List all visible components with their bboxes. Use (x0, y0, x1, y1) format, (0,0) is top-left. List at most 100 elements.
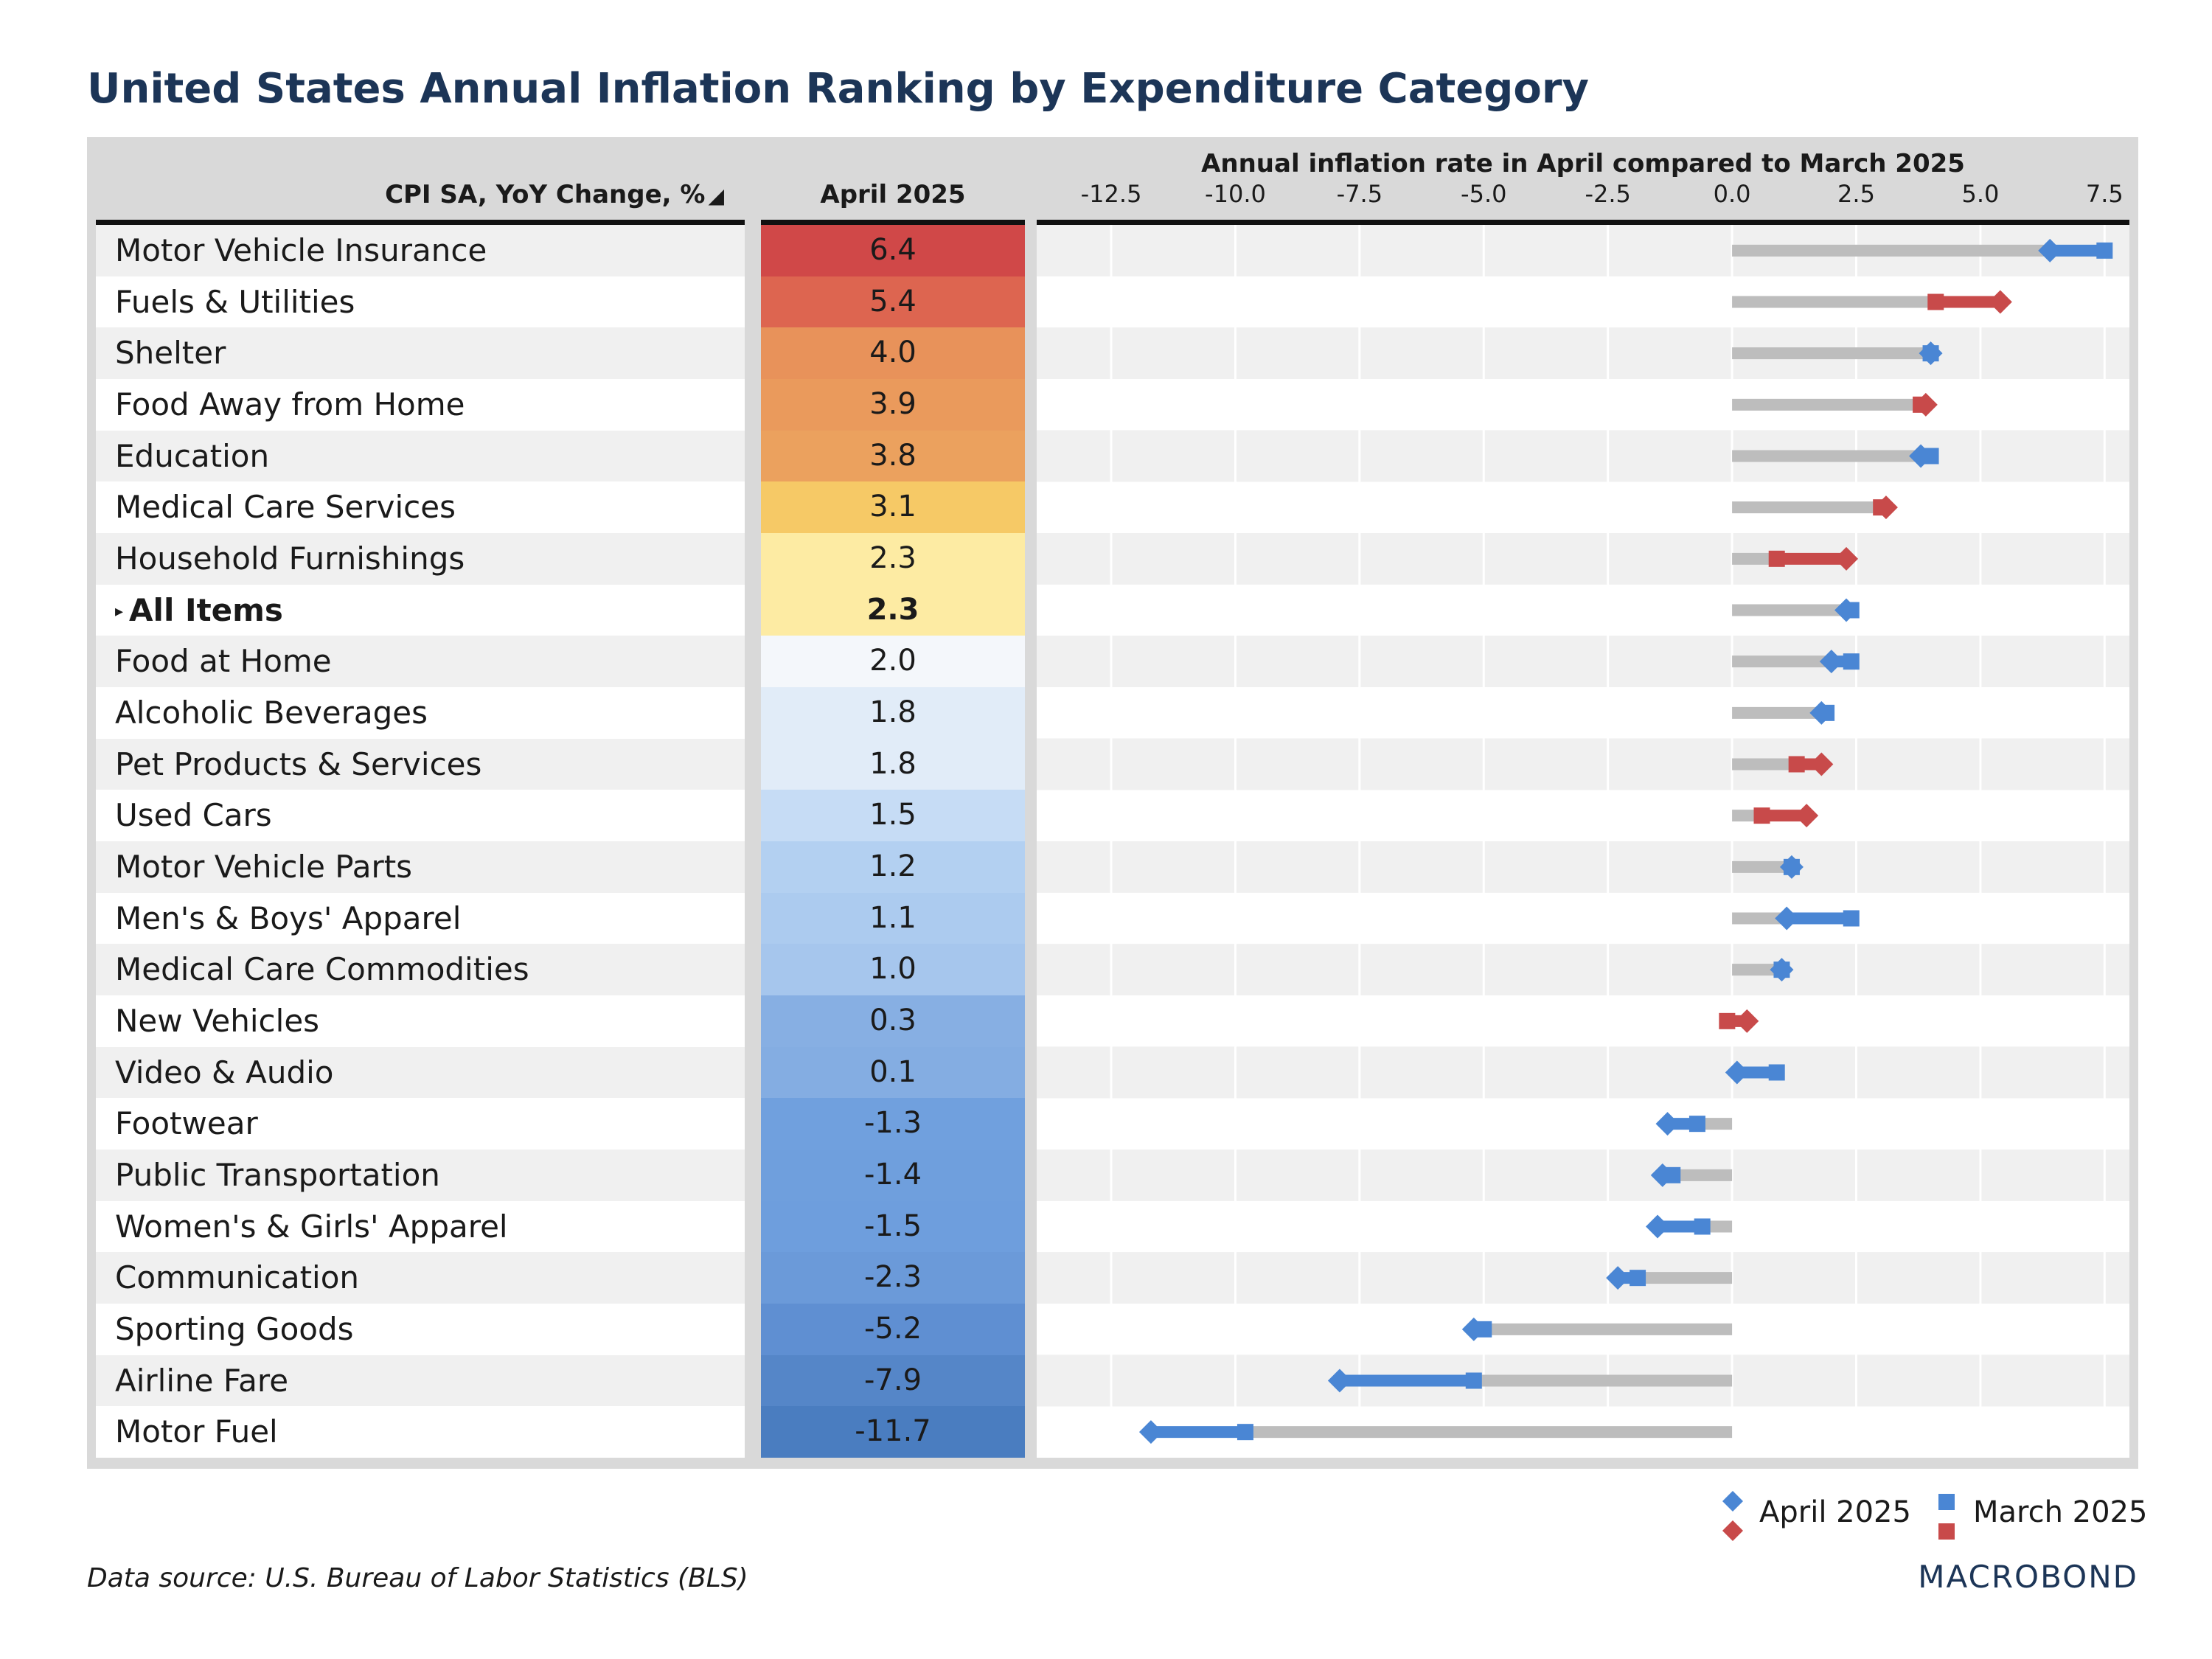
chart-row-bg (1037, 738, 2129, 790)
x-tick-label: -5.0 (1461, 180, 1507, 208)
expand-arrow-icon[interactable]: ▸ (115, 602, 124, 622)
legend-march-label: March 2025 (1973, 1495, 2148, 1529)
chart-row-bg (1037, 1252, 2129, 1304)
chart-row-bg (1037, 430, 2129, 482)
header-chart-title: Annual inflation rate in April compared … (1201, 149, 1965, 178)
legend-march-markers (1938, 1494, 1955, 1540)
april-diamond-marker (1461, 1317, 1486, 1341)
category-label: Shelter (115, 335, 226, 372)
april-value-cell: 2.0 (761, 636, 1025, 687)
header-rule-chart (1037, 220, 2129, 225)
category-row: Education (96, 430, 745, 482)
category-row: Pet Products & Services (96, 738, 745, 790)
legend-april-diamond-red-icon (1722, 1520, 1743, 1541)
april-diamond-marker (1606, 1266, 1630, 1290)
chart-title: United States Annual Inflation Ranking b… (87, 65, 1589, 113)
march-square-marker (1719, 1012, 1736, 1029)
header-category-label: CPI SA, YoY Change, % (385, 180, 706, 209)
dumbbell-chart (1037, 225, 2129, 1458)
april-value-cell: 6.4 (761, 225, 1025, 276)
category-row: Sporting Goods (96, 1304, 745, 1355)
category-label: Motor Vehicle Parts (115, 849, 413, 885)
macrobond-logo: MACROBOND (1918, 1559, 2138, 1595)
dumbbell-chart-svg (1037, 225, 2129, 1458)
april-value-cell: 1.2 (761, 841, 1025, 893)
category-row: Motor Vehicle Parts (96, 841, 745, 893)
april-diamond-marker (1909, 444, 1933, 468)
category-label: Motor Fuel (115, 1413, 278, 1450)
category-label: Education (115, 437, 270, 474)
chart-row-bg (1037, 1200, 2129, 1253)
april-value-cell: -2.3 (761, 1252, 1025, 1304)
category-label: Motor Vehicle Insurance (115, 232, 487, 268)
category-label: Food at Home (115, 643, 332, 680)
x-tick-label: -12.5 (1080, 180, 1142, 208)
category-label: Public Transportation (115, 1157, 440, 1193)
april-diamond-marker (1809, 700, 1834, 725)
april-value-cell: -7.9 (761, 1354, 1025, 1407)
x-tick-label: -7.5 (1336, 180, 1383, 208)
april-value-cell: 1.8 (761, 738, 1025, 790)
april-value-cell: 1.8 (761, 687, 1025, 739)
april-diamond-marker (1655, 1112, 1680, 1136)
march-square-marker (1927, 293, 1944, 310)
legend-april-markers (1722, 1491, 1743, 1541)
april-value-cell: 0.3 (761, 995, 1025, 1047)
category-row: Fuels & Utilities (96, 276, 745, 328)
category-row: Food Away from Home (96, 379, 745, 431)
march-square-marker (2096, 242, 2113, 259)
april-diamond-marker (1725, 1060, 1749, 1085)
category-label: Fuels & Utilities (115, 283, 355, 320)
april-value-cell: -1.5 (761, 1200, 1025, 1253)
april-diamond-marker (1834, 546, 1859, 571)
category-label: Pet Products & Services (115, 745, 482, 782)
april-diamond-marker (1795, 804, 1819, 828)
header-rule-april (761, 220, 1025, 225)
category-label: Communication (115, 1259, 360, 1296)
chart-row-bg (1037, 533, 2129, 585)
sort-desc-icon[interactable]: ◢ (708, 184, 724, 208)
chart-row-bg (1037, 584, 2129, 636)
category-row: Alcoholic Beverages (96, 687, 745, 739)
category-row: Women's & Girls' Apparel (96, 1200, 745, 1253)
category-row: New Vehicles (96, 995, 745, 1047)
chart-row-bg (1037, 841, 2129, 893)
april-value-cell: 2.3 (761, 584, 1025, 636)
category-row: Medical Care Commodities (96, 944, 745, 995)
header-april[interactable]: April 2025 (820, 180, 966, 209)
chart-row-bg (1037, 1046, 2129, 1099)
category-row: Household Furnishings (96, 533, 745, 585)
category-row: Medical Care Services (96, 481, 745, 533)
march-square-marker (1630, 1270, 1646, 1287)
april-diamond-marker (1809, 752, 1834, 776)
chart-row-bg (1037, 327, 2129, 379)
category-row: Communication (96, 1252, 745, 1304)
april-diamond-marker (1834, 598, 1859, 622)
april-value-cell: 4.0 (761, 327, 1025, 379)
x-tick-label: 2.5 (1837, 180, 1875, 208)
april-diamond-marker (1650, 1163, 1674, 1187)
chart-row-bg (1037, 1098, 2129, 1150)
chart-row-bg (1037, 995, 2129, 1047)
april-diamond-marker (1770, 958, 1794, 982)
header-rule-category (96, 220, 745, 225)
april-diamond-marker (2038, 238, 2062, 262)
chart-row-bg (1037, 481, 2129, 533)
x-tick-label: 0.0 (1713, 180, 1751, 208)
april-value-cell: 3.8 (761, 430, 1025, 482)
april-diamond-marker (1919, 341, 1943, 366)
category-row: ▸ All Items (96, 584, 745, 636)
category-label: Medical Care Commodities (115, 951, 529, 988)
data-source: Data source: U.S. Bureau of Labor Statis… (87, 1563, 748, 1593)
legend-march-square-blue-icon (1938, 1494, 1955, 1510)
april-value-cell: -5.2 (761, 1304, 1025, 1355)
april-value-cell: 0.1 (761, 1046, 1025, 1099)
april-value-cell: -1.4 (761, 1150, 1025, 1201)
april-value-cell: -11.7 (761, 1406, 1025, 1458)
category-label: Footwear (115, 1105, 258, 1142)
category-row: Used Cars (96, 790, 745, 841)
header-category[interactable]: CPI SA, YoY Change, % ◢ (96, 180, 724, 209)
category-row: Public Transportation (96, 1150, 745, 1201)
category-label: Women's & Girls' Apparel (115, 1208, 508, 1245)
category-label: Sporting Goods (115, 1311, 354, 1347)
